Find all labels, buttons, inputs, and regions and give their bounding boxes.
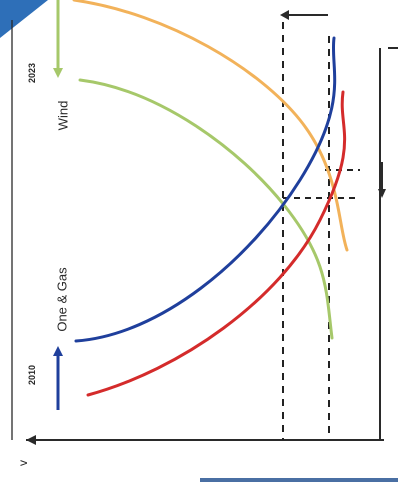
legend-year-gas: 2010 — [27, 364, 38, 386]
corner-triangle — [0, 0, 48, 38]
legend-arrow-green-head — [53, 68, 63, 78]
series-orange — [72, 0, 349, 252]
legend-arrow-blue-head — [53, 346, 63, 356]
legend-label-gas: One & Gas — [54, 267, 70, 332]
legend-label-wind: Wind — [55, 100, 71, 131]
series-red — [86, 90, 347, 397]
right-arrow-head — [378, 189, 386, 198]
top-arrow-head — [280, 10, 289, 20]
legend-year-wind: 2023 — [27, 62, 38, 84]
x-axis-arrowhead — [26, 435, 36, 445]
series-blue — [74, 36, 337, 343]
axis-letter: v — [16, 460, 30, 466]
series-green — [78, 78, 334, 340]
